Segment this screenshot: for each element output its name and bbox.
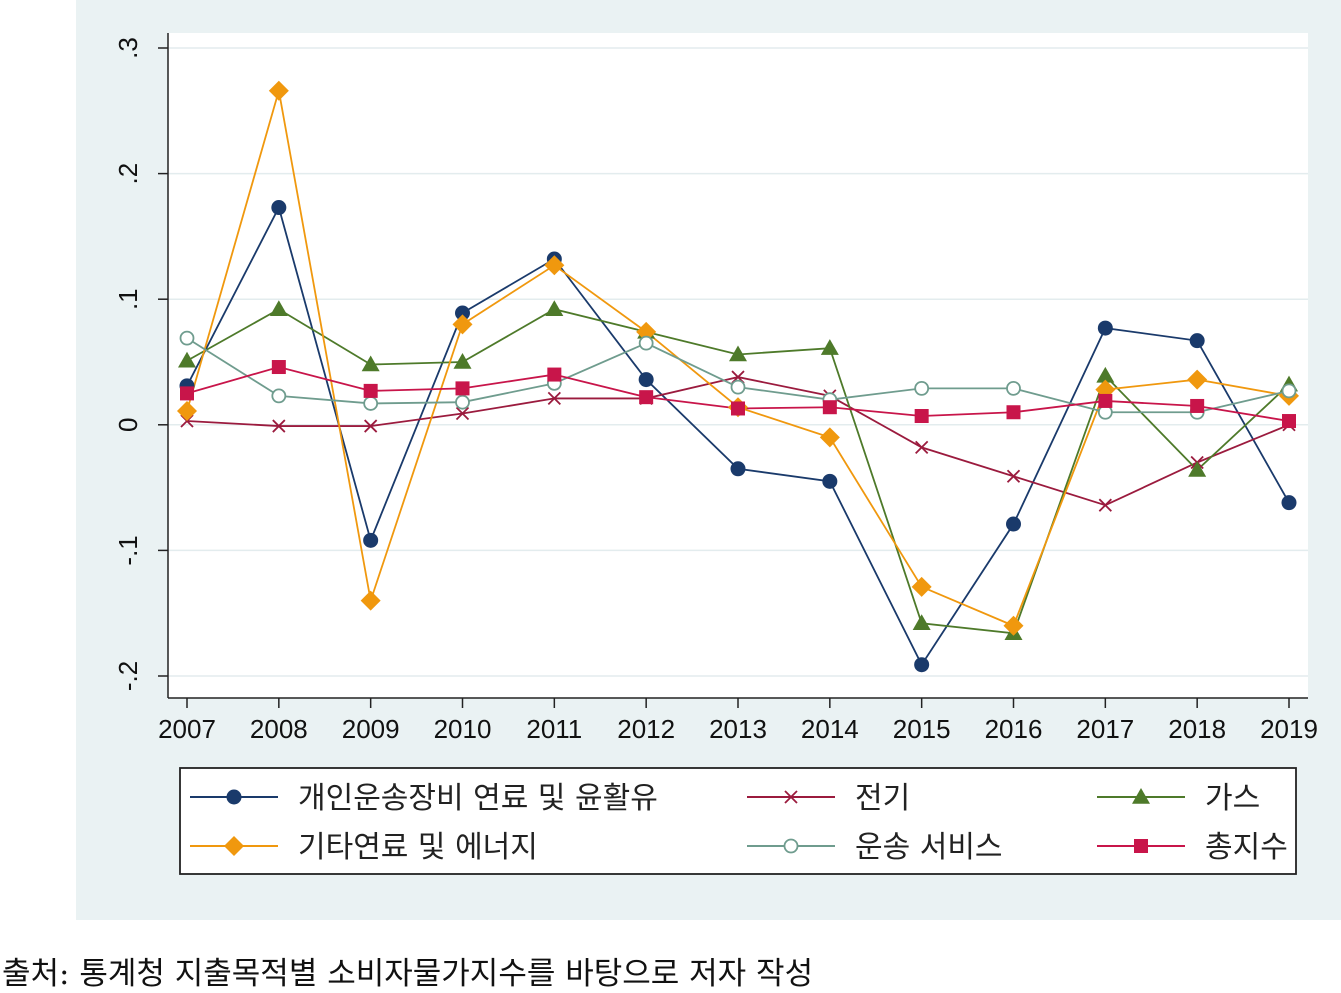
legend-marker-5: [1134, 839, 1148, 853]
series-0-point-8: [914, 657, 930, 673]
series-5-point-3: [455, 381, 470, 396]
legend-label-4: 운송 서비스: [855, 830, 1003, 865]
x-tick-label: 2011: [526, 714, 582, 744]
series-4-point-0: [179, 330, 195, 346]
y-tick-label: -.2: [113, 661, 143, 691]
series-3-point-3: [452, 314, 473, 335]
legend-label-3: 기타연료 및 에너지: [298, 830, 538, 865]
series-4-point-12: [1281, 383, 1297, 399]
legend-marker-1: [784, 790, 798, 804]
x-tick-label: 2017: [1076, 714, 1134, 744]
series-5-point-5: [639, 390, 654, 405]
series-0-point-12: [1281, 495, 1297, 511]
series-0-point-6: [730, 461, 746, 477]
series-0-point-11: [1189, 333, 1205, 349]
series-0-point-9: [1006, 516, 1021, 532]
series-3-point-7: [819, 427, 840, 448]
series-5-point-4: [547, 367, 562, 382]
series-0-point-1: [271, 200, 287, 216]
y-tick-label: 0: [113, 418, 143, 432]
series-5-point-10: [1098, 393, 1113, 408]
plot-area: [168, 33, 1308, 698]
series-4-point-8: [914, 380, 930, 396]
series-3-point-8: [911, 576, 932, 597]
legend-label-2: 가스: [1205, 781, 1260, 816]
series-5-point-6: [731, 401, 745, 416]
series-0-point-5: [638, 372, 654, 388]
x-tick-label: 2019: [1260, 714, 1318, 744]
x-tick-label: 2009: [342, 714, 400, 744]
x-tick-label: 2015: [893, 714, 951, 744]
series-5-point-12: [1282, 414, 1296, 429]
x-tick-label: 2018: [1168, 714, 1226, 744]
series-2-point-4: [545, 300, 564, 316]
x-tick-label: 2013: [709, 714, 767, 744]
series-1-point-4: [547, 391, 561, 406]
series-4-point-2: [363, 396, 379, 411]
x-tick-label: 2008: [250, 714, 308, 744]
x-tick-label: 2010: [434, 714, 492, 744]
series-0-point-10: [1097, 320, 1113, 336]
series-3-point-2: [360, 590, 381, 611]
series-5-point-0: [180, 386, 194, 401]
x-tick-label: 2012: [617, 714, 675, 744]
series-2-point-2: [361, 355, 380, 372]
series-0-point-7: [822, 473, 838, 489]
series-2-point-10: [1096, 366, 1115, 383]
y-tick-label: -.1: [113, 535, 143, 565]
legend-label-0: 개인운송장비 연료 및 윤활유: [298, 781, 658, 816]
series-3-point-5: [636, 321, 657, 342]
series-5-point-8: [914, 409, 929, 424]
y-tick-label: .2: [113, 163, 143, 185]
series-2-point-11: [1188, 461, 1207, 477]
series-1-point-0: [180, 414, 194, 428]
y-tick-label: .1: [113, 288, 143, 310]
legend-marker-4: [783, 838, 799, 854]
series-2-point-6: [729, 345, 747, 362]
series-1-point-10: [1098, 498, 1112, 512]
series-3-point-4: [544, 255, 565, 276]
series-3-point-11: [1187, 369, 1208, 390]
series-2-point-0: [178, 351, 196, 368]
legend-marker-2: [1132, 788, 1150, 804]
legend-marker-0: [226, 789, 242, 805]
series-2-point-1: [269, 300, 288, 316]
source-note: 출처: 통계청 지출목적별 소비자물가지수를 바탕으로 저자 작성: [2, 956, 814, 992]
series-2-point-3: [453, 353, 472, 369]
series-1-point-9: [1006, 469, 1021, 483]
series-5-point-1: [271, 360, 286, 375]
series-2-point-7: [820, 339, 839, 355]
series-4-point-6: [730, 379, 746, 395]
series-2-point-8: [912, 614, 931, 630]
series-4-point-1: [271, 388, 287, 404]
series-3-point-0: [177, 400, 197, 421]
x-tick-label: 2014: [801, 714, 859, 744]
series-4-point-3: [455, 394, 470, 410]
series-0-point-2: [363, 532, 379, 548]
series-4-point-5: [638, 335, 654, 351]
y-tick-label: .3: [113, 37, 143, 59]
series-1-point-3: [455, 406, 470, 421]
series-1-point-2: [364, 419, 378, 433]
legend-marker-3: [224, 836, 244, 856]
series-4-point-9: [1006, 380, 1021, 396]
legend-label-5: 총지수: [1205, 830, 1288, 865]
series-5-point-2: [363, 383, 378, 398]
legend-label-1: 전기: [855, 781, 910, 816]
series-3-point-1: [268, 80, 289, 101]
series-5-point-7: [822, 400, 837, 415]
series-5-point-11: [1190, 398, 1205, 413]
x-tick-label: 2016: [985, 714, 1043, 744]
legend-box: [179, 767, 1297, 875]
series-1-point-8: [915, 440, 929, 455]
x-tick-label: 2007: [158, 714, 216, 744]
series-3-point-9: [1003, 615, 1024, 636]
series-1-point-1: [272, 419, 286, 433]
series-0-point-3: [455, 305, 470, 321]
series-5-point-9: [1006, 405, 1021, 420]
